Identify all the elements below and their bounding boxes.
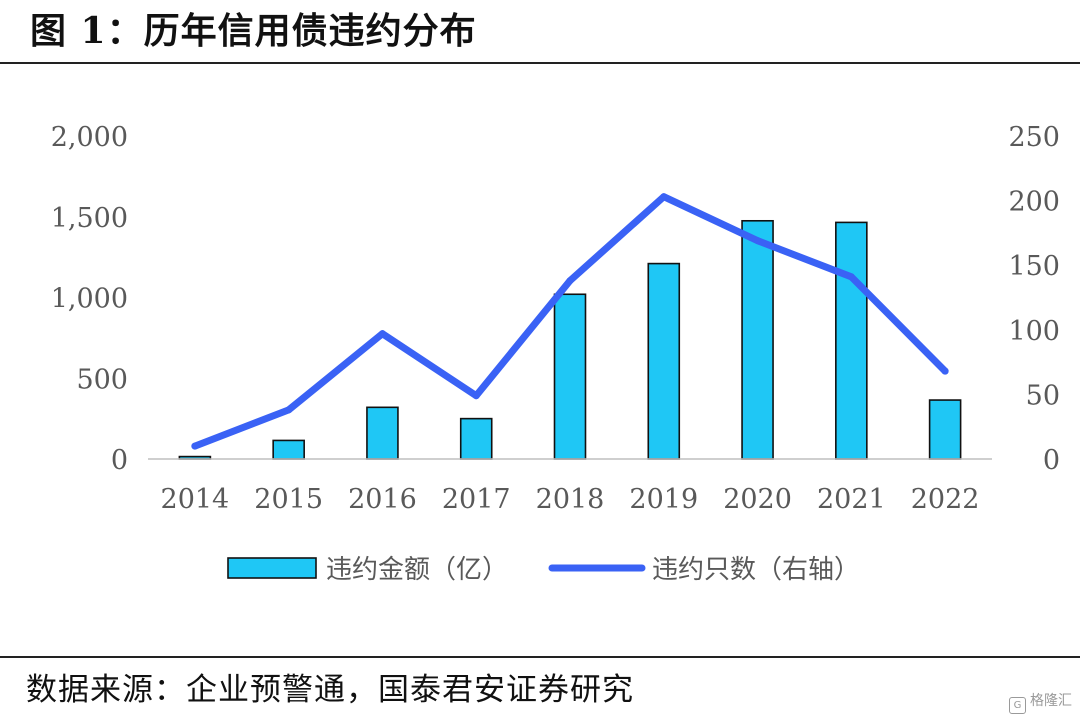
x-tick-label: 2018 — [536, 484, 605, 515]
x-tick-label: 2016 — [348, 484, 417, 515]
left-y-tick-label: 1,000 — [51, 284, 128, 315]
top-divider — [0, 62, 1080, 64]
x-tick-label: 2022 — [911, 484, 980, 515]
right-y-axis-ticks: 0 50 100 150 200 250 — [1008, 122, 1060, 476]
line-point-2018 — [566, 277, 574, 285]
line-point-2017 — [472, 392, 480, 400]
left-y-axis-ticks: 0 500 1,000 1,500 2,000 — [51, 122, 128, 476]
bar-2015 — [272, 439, 305, 460]
legend-bar-swatch — [227, 557, 317, 579]
line-point-2020 — [754, 237, 762, 245]
line-point-2014 — [191, 442, 199, 450]
chart-area: 0 500 1,000 1,500 2,000 0 50 100 150 200 250 2014… — [51, 122, 1060, 585]
x-tick-label: 2021 — [817, 484, 886, 515]
bar-2022 — [928, 399, 962, 460]
right-y-tick-label: 200 — [1008, 187, 1060, 218]
left-y-tick-label: 500 — [76, 364, 128, 395]
left-y-tick-label: 2,000 — [51, 122, 128, 153]
gelonghui-logo-icon: G — [1009, 697, 1026, 714]
bar-2021 — [835, 221, 868, 460]
bar-2016 — [366, 406, 399, 460]
bar-2020 — [741, 219, 774, 460]
x-tick-label: 2014 — [161, 484, 230, 515]
x-tick-label: 2015 — [254, 484, 323, 515]
x-tick-label: 2017 — [442, 484, 511, 515]
legend-line-label: 违约只数（右轴） — [652, 555, 860, 585]
line-point-2021 — [847, 273, 855, 281]
right-y-tick-label: 0 — [1043, 445, 1060, 476]
right-y-tick-label: 250 — [1008, 122, 1060, 153]
x-axis-ticks: 2014 2015 2016 2017 2018 2019 2020 2021 2022 — [161, 484, 980, 515]
bar-2017 — [459, 417, 493, 460]
line-series — [191, 193, 949, 450]
bar-series — [178, 219, 962, 460]
line-point-2016 — [378, 330, 386, 338]
watermark: G 格隆汇 — [1009, 690, 1072, 714]
right-y-tick-label: 50 — [1026, 380, 1060, 411]
left-y-tick-label: 1,500 — [51, 203, 128, 234]
legend: 违约金额（亿） 违约只数（右轴） — [227, 555, 860, 585]
bar-2019 — [647, 262, 681, 460]
right-y-tick-label: 100 — [1008, 316, 1060, 347]
line-point-2015 — [285, 406, 293, 414]
watermark-text: 格隆汇 — [1030, 693, 1072, 709]
right-y-tick-label: 150 — [1008, 251, 1060, 282]
x-tick-label: 2019 — [629, 484, 698, 515]
line-point-2022 — [941, 367, 949, 375]
x-tick-label: 2020 — [723, 484, 792, 515]
source-note: 数据来源：企业预警通，国泰君安证券研究 — [26, 672, 634, 708]
legend-bar-label: 违约金额（亿） — [326, 555, 508, 585]
line-point-2019 — [660, 193, 668, 201]
bottom-divider — [0, 656, 1080, 658]
left-y-tick-label: 0 — [111, 445, 128, 476]
chart-title: 图 1：历年信用债违约分布 — [30, 10, 477, 52]
bar-2018 — [553, 293, 587, 460]
